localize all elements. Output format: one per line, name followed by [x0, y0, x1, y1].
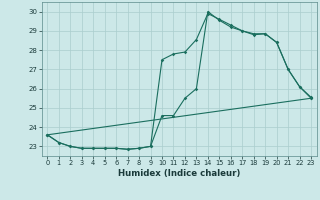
X-axis label: Humidex (Indice chaleur): Humidex (Indice chaleur) — [118, 169, 240, 178]
